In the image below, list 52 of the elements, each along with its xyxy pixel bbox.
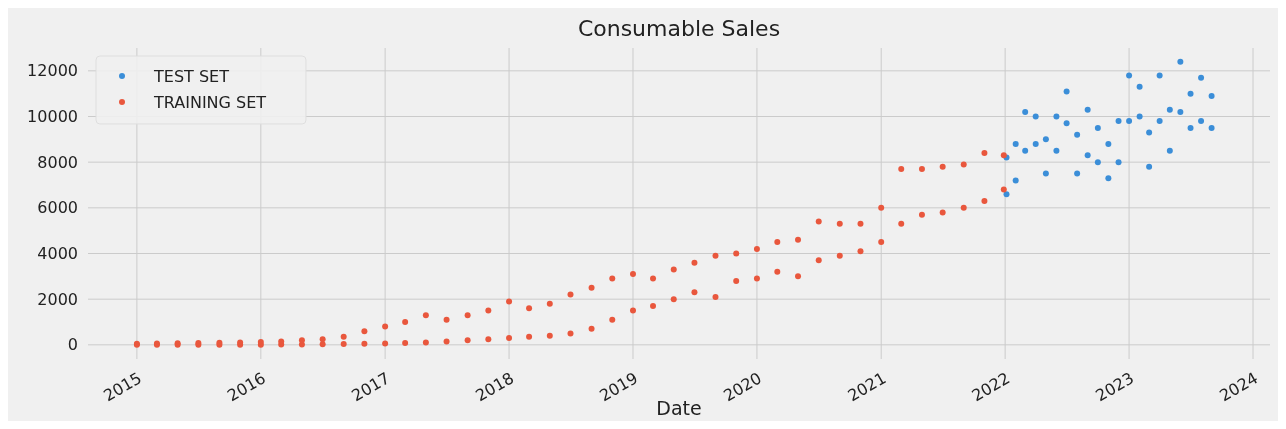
point (1094, 124, 1101, 131)
point (1136, 83, 1143, 90)
point (1198, 74, 1205, 81)
point (1177, 58, 1184, 65)
point (1198, 118, 1205, 125)
point (1042, 170, 1049, 177)
point (1208, 92, 1215, 99)
point (1053, 147, 1060, 154)
y-tick-label: 10000 (27, 107, 78, 127)
point (1126, 72, 1133, 79)
point (1003, 191, 1010, 198)
point (1074, 170, 1081, 177)
point (1136, 113, 1143, 120)
point (1208, 124, 1215, 131)
y-tick-label: 12000 (27, 61, 78, 81)
legend-label: TEST SET (153, 66, 230, 86)
y-tick-label: 6000 (37, 198, 78, 218)
point (1022, 108, 1029, 115)
point (1094, 159, 1101, 166)
point (1032, 140, 1039, 147)
y-tick-label: 8000 (37, 152, 78, 172)
point (1146, 129, 1153, 136)
y-tick-label: 0 (67, 335, 78, 355)
point (1187, 124, 1194, 131)
point (1084, 152, 1091, 159)
point (1156, 118, 1163, 125)
point (1042, 136, 1049, 143)
point (1115, 159, 1122, 166)
y-tick-label: 4000 (37, 244, 78, 264)
point (1115, 118, 1122, 125)
legend-label: TRAINING SET (153, 92, 267, 112)
point (1022, 147, 1029, 154)
point (1105, 175, 1112, 182)
point (1012, 140, 1019, 147)
chart-title: Consumable Sales (577, 16, 781, 41)
point (1063, 88, 1070, 95)
point (1105, 140, 1112, 147)
point (1084, 106, 1091, 113)
point (1156, 72, 1163, 79)
point (1187, 90, 1194, 97)
x-axis-title: Date (656, 397, 702, 419)
point (1053, 113, 1060, 120)
point (1074, 131, 1081, 138)
point (1166, 106, 1173, 113)
point (1177, 108, 1184, 115)
point (1032, 113, 1039, 120)
y-tick-label: 2000 (37, 289, 78, 309)
point (1126, 118, 1133, 125)
point (1166, 147, 1173, 154)
point (1012, 177, 1019, 184)
point (1063, 120, 1070, 127)
point (1146, 163, 1153, 170)
